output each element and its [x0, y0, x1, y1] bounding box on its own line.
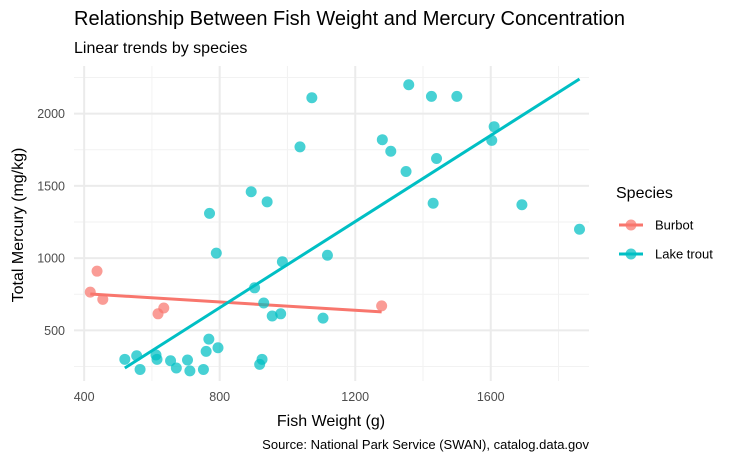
- y-tick-label: 2000: [37, 107, 65, 121]
- data-point: [276, 256, 288, 268]
- y-axis-title: Total Mercury (mg/kg): [10, 148, 27, 303]
- data-point: [97, 293, 109, 305]
- data-point: [425, 90, 437, 102]
- y-tick-label: 1000: [37, 252, 65, 266]
- data-point: [200, 345, 212, 357]
- grid-lines: [74, 66, 589, 381]
- y-tick-label: 1500: [37, 179, 65, 193]
- data-point: [91, 265, 103, 277]
- x-axis-ticks: 400 800 1200 1600: [74, 390, 505, 404]
- legend-title: Species: [616, 185, 673, 202]
- x-axis-title: Fish Weight (g): [277, 413, 385, 430]
- data-point: [261, 196, 273, 208]
- data-point: [488, 121, 500, 133]
- data-point: [197, 363, 209, 375]
- data-point: [134, 363, 146, 375]
- legend-point-key: [625, 248, 637, 260]
- data-point: [294, 141, 306, 153]
- chart-caption: Source: National Park Service (SWAN), ca…: [262, 437, 589, 452]
- data-point: [182, 354, 194, 366]
- data-point: [376, 300, 388, 312]
- data-point: [400, 165, 412, 177]
- trend-lines: [90, 77, 581, 370]
- data-point: [427, 197, 439, 209]
- data-point: [245, 186, 257, 198]
- x-tick-label: 1600: [477, 390, 505, 404]
- legend: Species Burbot Lake trout: [616, 185, 713, 262]
- x-tick-label: 400: [74, 390, 95, 404]
- data-point: [321, 249, 333, 261]
- data-point: [486, 134, 498, 146]
- legend-label: Burbot: [655, 218, 694, 233]
- data-point: [256, 353, 268, 365]
- data-point: [275, 308, 287, 320]
- data-point: [119, 353, 131, 365]
- chart-title: Relationship Between Fish Weight and Mer…: [74, 8, 625, 30]
- data-point: [151, 353, 163, 365]
- y-tick-label: 500: [44, 324, 65, 338]
- legend-item: Burbot: [619, 218, 694, 233]
- data-point: [203, 333, 215, 345]
- y-axis-ticks: 500 1000 1500 2000: [37, 107, 65, 338]
- data-point: [84, 286, 96, 298]
- data-point: [258, 297, 270, 309]
- data-point: [385, 145, 397, 157]
- data-point: [131, 350, 143, 362]
- x-tick-label: 1200: [341, 390, 369, 404]
- data-point: [212, 342, 224, 354]
- trend-line: [124, 77, 581, 370]
- data-point: [431, 152, 443, 164]
- data-point: [451, 90, 463, 102]
- data-point: [170, 362, 182, 374]
- chart-subtitle: Linear trends by species: [74, 40, 247, 57]
- data-point: [306, 92, 318, 104]
- legend-point-key: [625, 219, 637, 231]
- data-point: [184, 365, 196, 377]
- data-point: [403, 79, 415, 91]
- data-points: [84, 79, 586, 377]
- data-point: [317, 312, 329, 324]
- legend-item: Lake trout: [619, 247, 713, 262]
- data-point: [210, 247, 222, 259]
- data-point: [376, 134, 388, 146]
- data-point: [249, 282, 261, 294]
- x-tick-label: 800: [209, 390, 230, 404]
- data-point: [516, 199, 528, 211]
- data-point: [204, 207, 216, 219]
- trend-line: [90, 292, 382, 314]
- data-point: [574, 223, 586, 235]
- data-point: [158, 302, 170, 314]
- legend-label: Lake trout: [655, 247, 713, 262]
- data-point: [266, 310, 278, 322]
